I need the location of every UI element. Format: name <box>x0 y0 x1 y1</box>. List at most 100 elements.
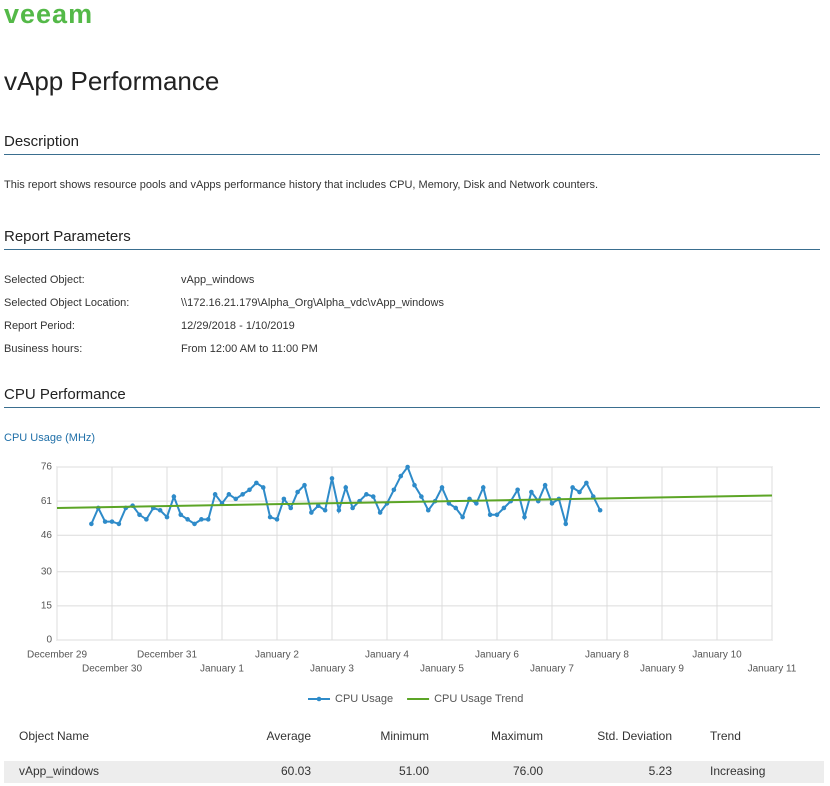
data-point <box>343 485 349 490</box>
data-point <box>240 492 245 497</box>
table-cell: 60.03 <box>281 764 311 778</box>
parameter-value: From 12:00 AM to 11:00 PM <box>181 343 318 355</box>
data-point <box>157 507 163 513</box>
table-header: Minimum <box>380 729 429 743</box>
data-point <box>549 501 555 506</box>
data-point <box>529 489 534 495</box>
chart-title: CPU Usage (MHz) <box>4 432 95 444</box>
x-tick-label: January 2 <box>255 650 299 661</box>
page-title: vApp Performance <box>4 66 219 96</box>
data-point <box>247 487 252 493</box>
description-text: This report shows resource pools and vAp… <box>4 179 598 191</box>
x-tick-label: December 29 <box>27 650 87 661</box>
logo: veeam <box>4 0 93 29</box>
data-point <box>474 501 479 506</box>
table-header: Std. Deviation <box>597 729 672 743</box>
data-point <box>171 494 177 499</box>
table-cell: 76.00 <box>513 764 543 778</box>
data-point <box>577 489 582 495</box>
data-point <box>487 512 493 518</box>
parameter-value: vApp_windows <box>181 274 255 286</box>
legend-marker <box>316 696 322 702</box>
data-point <box>288 505 294 511</box>
data-point <box>226 492 232 497</box>
data-point <box>584 480 589 486</box>
table-cell: vApp_windows <box>19 764 99 778</box>
x-tick-label: January 6 <box>475 650 519 661</box>
table-header: Trend <box>710 729 741 743</box>
chart: 0 15 30 46 61 76 December 29 December 30 Decembe… <box>27 462 797 675</box>
section-heading: Description <box>4 133 79 150</box>
data-point <box>185 517 190 522</box>
data-point <box>205 517 211 522</box>
data-point <box>274 517 280 522</box>
y-tick-label: 0 <box>46 635 52 646</box>
data-point <box>329 476 335 481</box>
x-tick-label: January 4 <box>365 650 409 661</box>
y-tick-label: 61 <box>41 496 53 507</box>
data-point <box>116 521 122 527</box>
data-point <box>494 512 500 518</box>
data-point <box>315 503 321 508</box>
data-point <box>412 482 417 488</box>
series-line <box>56 494 773 509</box>
data-point <box>377 510 383 515</box>
data-point <box>501 505 507 511</box>
data-point <box>89 521 94 527</box>
parameter-value: 12/29/2018 - 1/10/2019 <box>181 320 295 332</box>
data-point <box>309 510 314 515</box>
data-point <box>336 507 342 513</box>
section-heading: CPU Performance <box>4 386 126 403</box>
parameter-label: Report Period: <box>4 320 75 332</box>
data-point <box>137 512 142 518</box>
data-point <box>370 494 376 499</box>
x-tick-label: January 1 <box>200 664 244 675</box>
data-point <box>364 492 369 497</box>
data-point <box>522 514 527 520</box>
data-point <box>480 485 486 490</box>
x-tick-label: December 30 <box>82 664 142 675</box>
x-tick-label: January 11 <box>748 664 797 675</box>
table-cell: Increasing <box>710 764 765 778</box>
data-point <box>350 505 355 511</box>
data-point <box>425 507 431 513</box>
data-point <box>164 514 170 520</box>
row-background <box>4 761 824 783</box>
y-tick-label: 30 <box>41 566 53 577</box>
table-header: Maximum <box>491 729 543 743</box>
table-header: Object Name <box>19 729 89 743</box>
parameter-label: Selected Object: <box>4 274 85 286</box>
parameter-label: Selected Object Location: <box>4 297 129 309</box>
data-point <box>102 519 108 524</box>
x-tick-label: December 31 <box>137 650 197 661</box>
x-tick-label: January 7 <box>530 664 574 675</box>
y-tick-label: 46 <box>41 530 53 541</box>
data-point <box>295 489 300 495</box>
data-point <box>419 494 424 499</box>
legend-label: CPU Usage Trend <box>434 693 523 705</box>
table-cell: 51.00 <box>399 764 429 778</box>
data-point <box>460 514 465 520</box>
data-point <box>233 496 239 502</box>
parameter-value: \\172.16.21.179\Alpha_Org\Alpha_vdc\vApp… <box>181 297 444 309</box>
data-point <box>267 514 273 520</box>
data-point <box>109 519 115 524</box>
data-point <box>144 517 149 522</box>
table-header: Average <box>267 729 312 743</box>
data-point <box>391 487 397 493</box>
data-point <box>322 507 328 513</box>
x-tick-label: January 3 <box>310 664 354 675</box>
data-point <box>597 507 603 513</box>
data-point <box>192 521 197 527</box>
data-point <box>178 512 184 518</box>
data-point <box>199 517 204 522</box>
legend: CPU Usage CPU Usage Trend <box>308 693 523 705</box>
data-point <box>453 505 459 511</box>
data-point <box>254 480 259 486</box>
y-tick-label: 15 <box>41 600 53 611</box>
data-point <box>398 473 404 479</box>
data-point <box>281 496 287 502</box>
x-tick-label: January 8 <box>585 650 629 661</box>
data-point <box>570 485 575 490</box>
x-tick-label: January 9 <box>640 664 684 675</box>
